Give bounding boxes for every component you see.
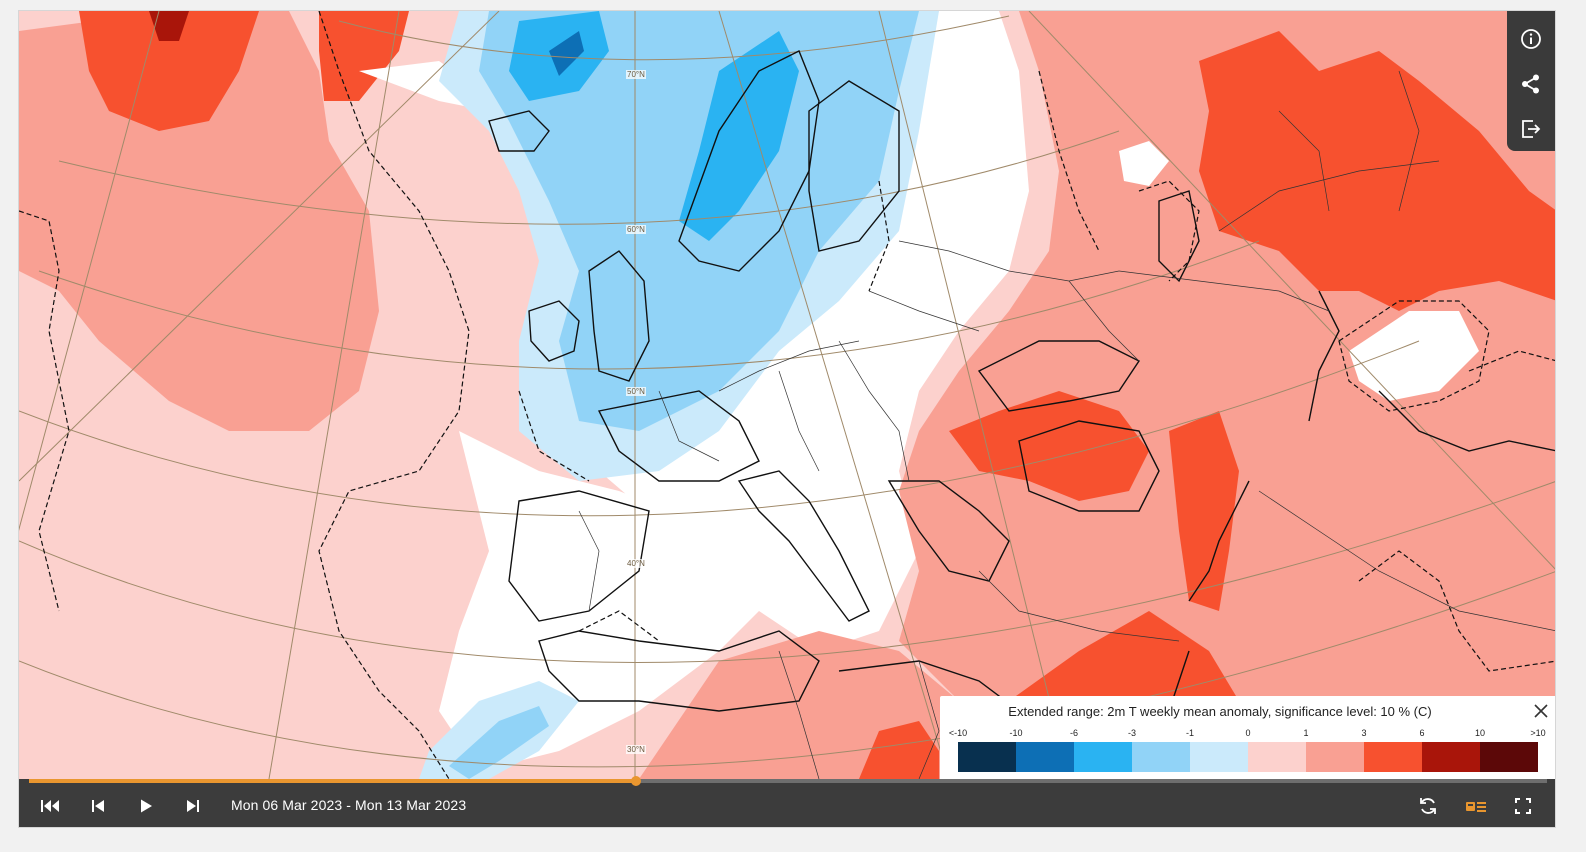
date-range-label: Mon 06 Mar 2023 - Mon 13 Mar 2023: [231, 797, 467, 813]
legend-tick: -1: [1185, 728, 1195, 738]
timeline-handle[interactable]: [631, 776, 642, 786]
significance-contours: [19, 11, 1555, 779]
legend-tick: >10: [1530, 728, 1546, 738]
legend-swatch: [1480, 742, 1538, 772]
legend-tick: 10: [1474, 728, 1486, 738]
info-icon: [1521, 29, 1541, 50]
legend-swatch: [958, 742, 1016, 772]
legend-swatch: [1422, 742, 1480, 772]
anomaly-neutral-east: [1119, 141, 1169, 186]
legend-color-bar: [958, 742, 1538, 772]
anomaly-moderate-cold-scandinavia: [679, 31, 799, 241]
anomaly-strong-balkans: [949, 391, 1149, 501]
legend-swatch: [1016, 742, 1074, 772]
loop-icon: [1420, 798, 1436, 814]
legend-tick: -10: [1009, 728, 1023, 738]
share-icon: [1522, 74, 1539, 94]
export-icon: [1522, 119, 1541, 138]
info-button[interactable]: [1507, 17, 1555, 62]
legend-swatch: [1364, 742, 1422, 772]
legend-tick: <-10: [948, 728, 968, 738]
anomaly-strong-greenland: [79, 11, 259, 131]
legend-swatch: [1074, 742, 1132, 772]
step-forward-icon: [187, 800, 199, 812]
play-button[interactable]: [135, 795, 157, 817]
step-forward-button[interactable]: [182, 795, 204, 817]
legend-tick: 3: [1361, 728, 1367, 738]
anomaly-strong-sahara: [1009, 611, 1239, 701]
graticule: [19, 11, 1555, 779]
legend-tick: 1: [1303, 728, 1309, 738]
legend-swatch: [1132, 742, 1190, 772]
anomaly-strong-algeria: [859, 721, 939, 779]
fullscreen-icon: [1515, 798, 1531, 814]
anomaly-strong-russia: [1199, 31, 1555, 311]
legend-toggle-icon: [1466, 802, 1486, 812]
map-viewer: 70°N 60°N 50°N 40°N 30°N: [18, 10, 1556, 828]
legend-tick: 0: [1245, 728, 1251, 738]
legend-tick: -3: [1127, 728, 1137, 738]
anomaly-strong-levant: [1169, 411, 1239, 611]
share-button[interactable]: [1507, 62, 1555, 107]
temperature-anomaly-map[interactable]: [19, 11, 1556, 779]
legend-ticks: <-10 -10 -6 -3 -1 0 1 3 6 10 >10: [940, 728, 1555, 740]
anomaly-strong-cold-iceland: [549, 31, 584, 76]
anomaly-strong-greenland-east: [319, 11, 409, 101]
latitude-label-60: 60°N: [626, 225, 646, 234]
latitude-label-30: 30°N: [626, 745, 646, 754]
fullscreen-button[interactable]: [1512, 795, 1534, 817]
legend-panel: Extended range: 2m T weekly mean anomaly…: [940, 696, 1555, 780]
anomaly-warm-atlantic: [19, 11, 379, 431]
legend-swatch: [1190, 742, 1248, 772]
timeline-track[interactable]: [29, 776, 1547, 786]
legend-toggle-button[interactable]: [1465, 795, 1487, 817]
play-icon: [141, 799, 152, 813]
timeline-bar: Mon 06 Mar 2023 - Mon 13 Mar 2023: [19, 776, 1555, 827]
latitude-label-70: 70°N: [626, 70, 646, 79]
legend-swatch: [1248, 742, 1306, 772]
step-back-button[interactable]: [87, 795, 109, 817]
step-back-icon: [92, 800, 104, 812]
legend-swatch: [1306, 742, 1364, 772]
legend-title: Extended range: 2m T weekly mean anomaly…: [1008, 704, 1432, 719]
country-borders: [578, 70, 1555, 779]
loop-button[interactable]: [1417, 795, 1439, 817]
legend-tick: 6: [1419, 728, 1425, 738]
anomaly-neutral-band: [359, 11, 1029, 651]
anomaly-cold-morocco: [449, 706, 549, 779]
legend-tick: -6: [1069, 728, 1079, 738]
skip-to-start-button[interactable]: [39, 795, 61, 817]
anomaly-neutral-caspian: [1349, 311, 1479, 401]
close-icon[interactable]: [1532, 702, 1550, 720]
skip-to-start-icon: [41, 800, 59, 812]
export-button[interactable]: [1507, 106, 1555, 151]
latitude-label-50: 50°N: [626, 387, 646, 396]
side-toolbar: [1507, 11, 1555, 151]
latitude-label-40: 40°N: [626, 559, 646, 568]
anomaly-peak-greenland: [149, 11, 189, 41]
timeline-progress: [29, 779, 637, 783]
